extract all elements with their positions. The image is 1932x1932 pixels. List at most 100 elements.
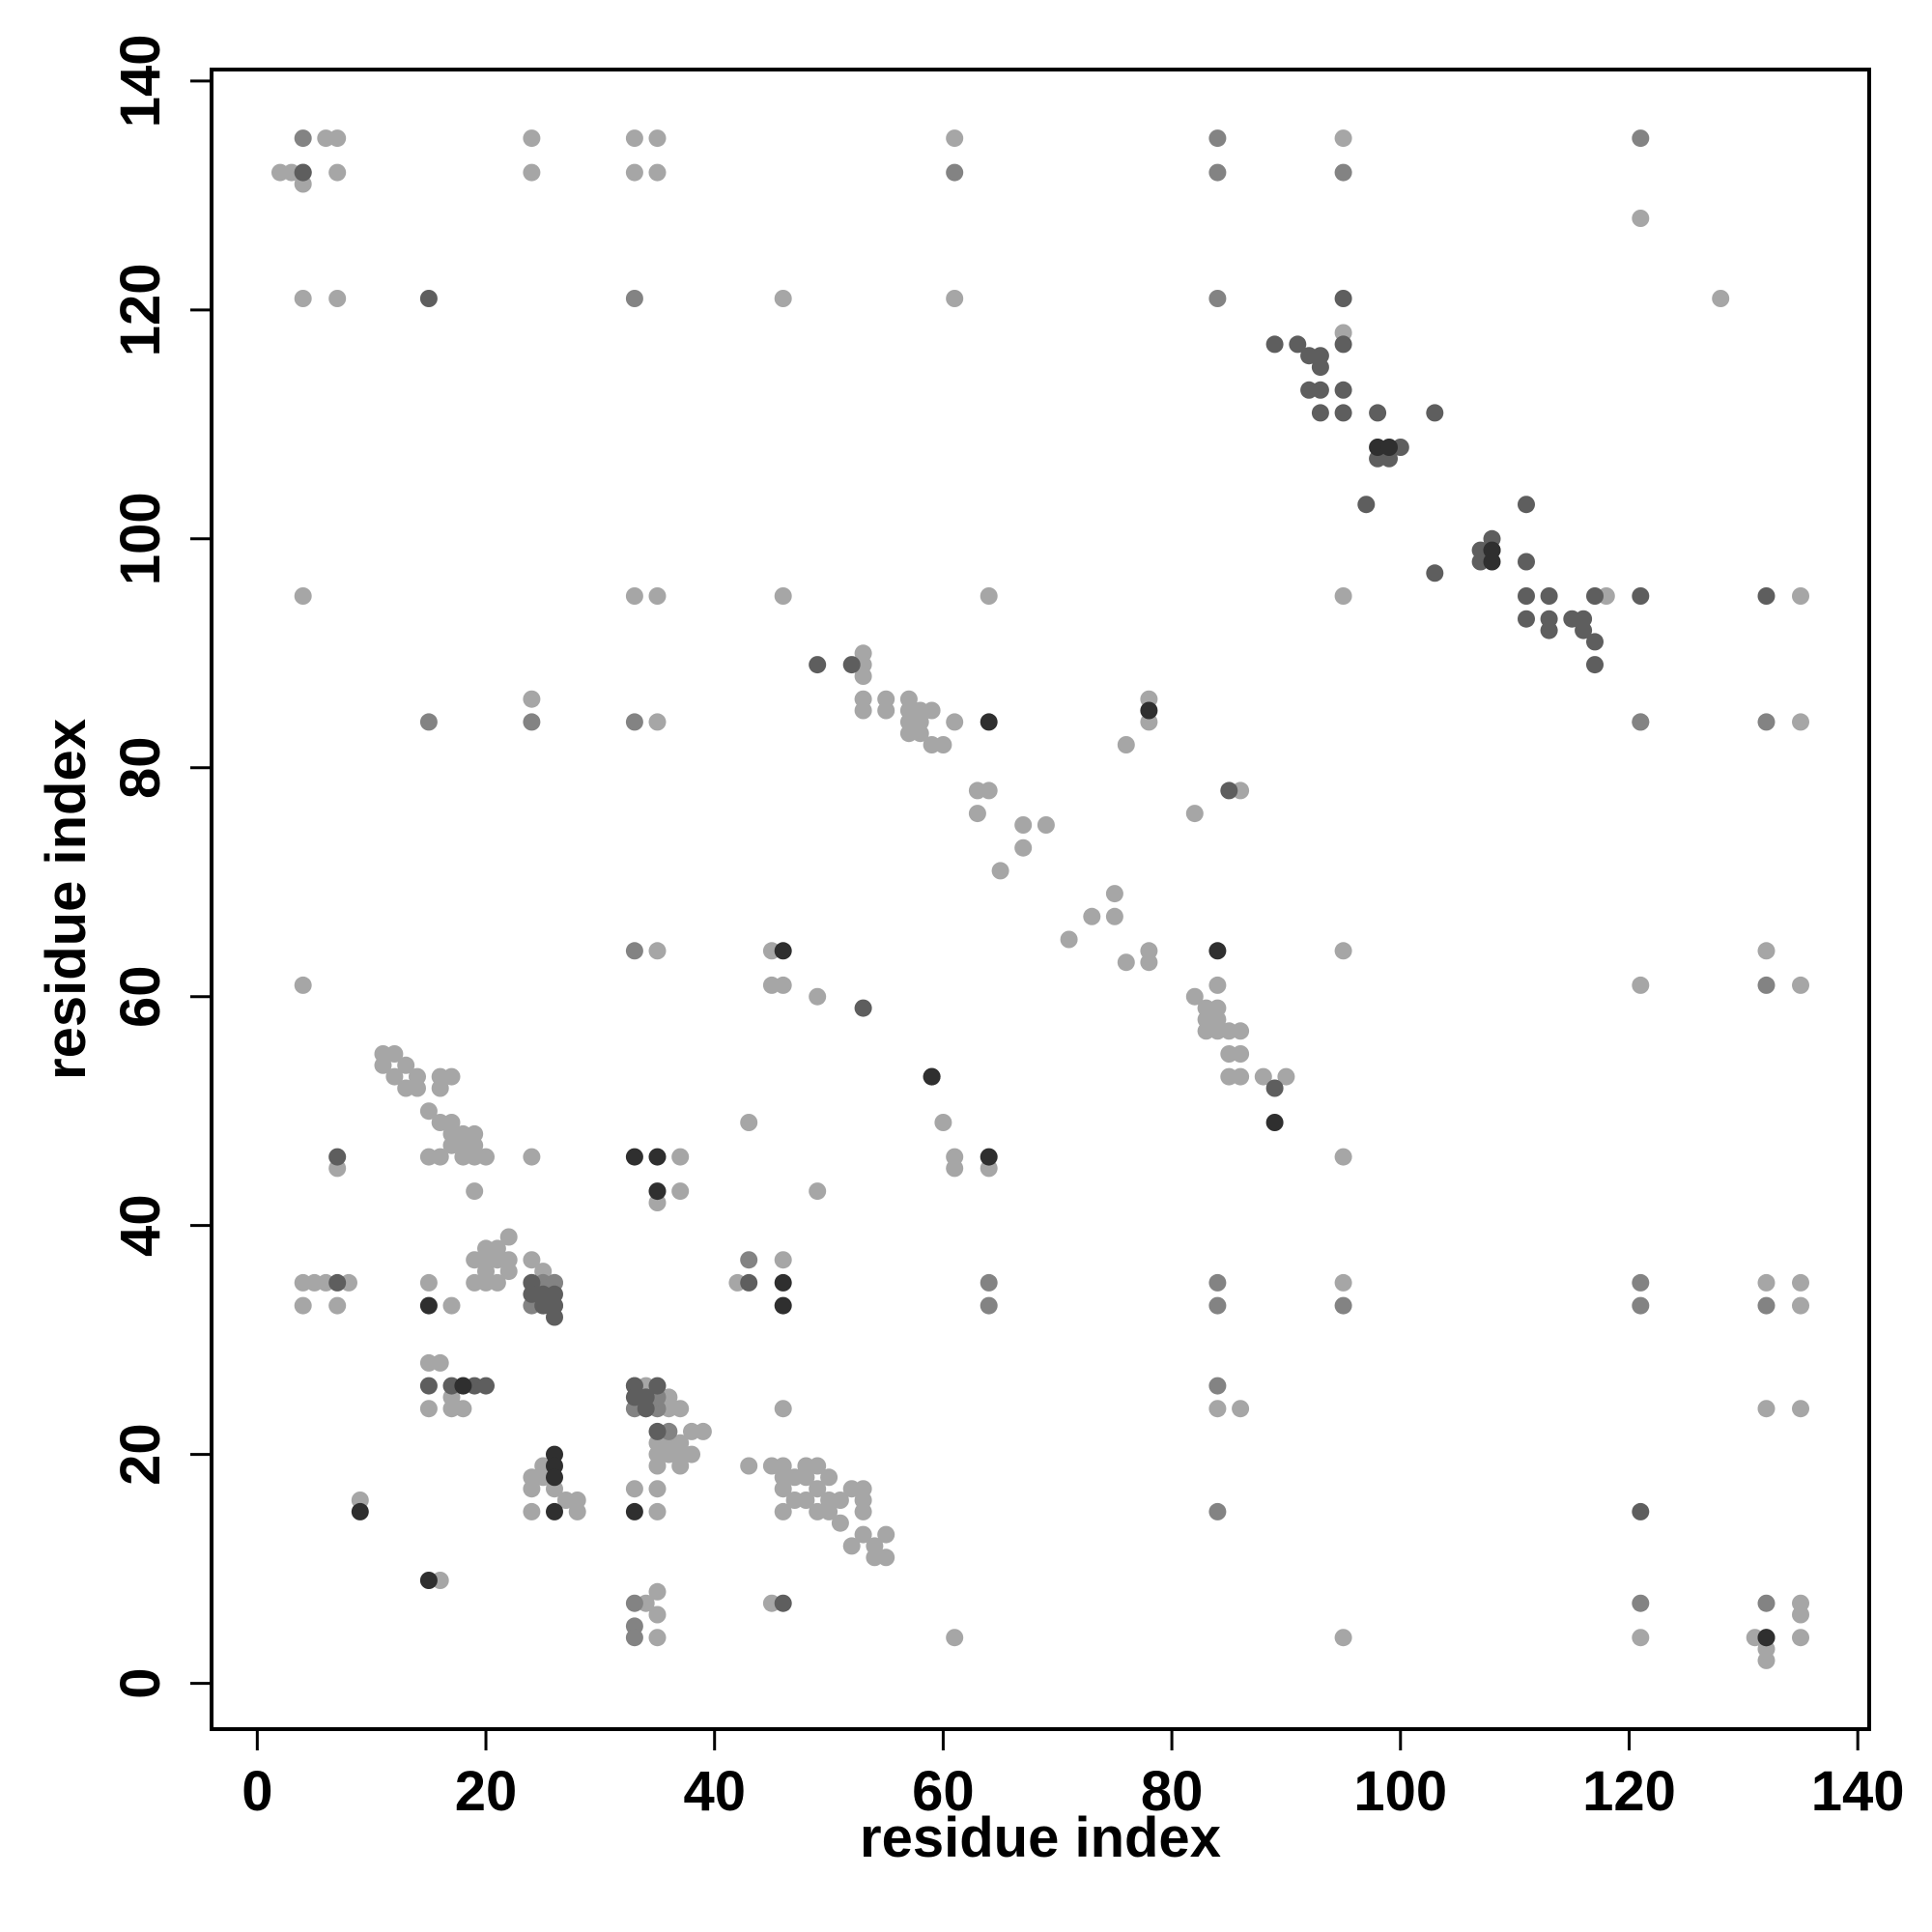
- contact-point-light: [648, 163, 667, 182]
- contact-point-light: [877, 1548, 895, 1567]
- contact-point-darkest: [546, 1502, 563, 1520]
- contact-point-light: [328, 290, 347, 307]
- contact-point-light: [419, 1273, 438, 1292]
- contact-point-light: [1208, 1400, 1227, 1418]
- contact-point-darkest: [1265, 1114, 1284, 1131]
- contact-point-light: [1792, 1273, 1809, 1292]
- y-tick-label: 60: [109, 965, 172, 1028]
- contact-point-light: [1632, 976, 1650, 994]
- contact-point-light: [419, 1400, 438, 1418]
- contact-point-dark: [740, 1273, 758, 1292]
- contact-point-dark: [1586, 656, 1604, 674]
- contact-point-medium: [1757, 976, 1776, 994]
- contact-point-light: [774, 1400, 792, 1418]
- contact-point-light: [1792, 1629, 1809, 1647]
- contact-point-light: [625, 587, 643, 605]
- contact-point-dark: [1369, 404, 1387, 422]
- contact-point-light: [671, 1182, 690, 1201]
- contact-point-darkest: [648, 1182, 667, 1201]
- contact-point-dark: [1334, 290, 1352, 307]
- contact-point-dark: [1311, 358, 1329, 377]
- x-tick-label: 140: [1811, 1760, 1905, 1823]
- contact-point-darkest: [648, 1148, 667, 1166]
- contact-point-medium: [294, 129, 312, 148]
- contact-point-darkest: [1483, 553, 1501, 571]
- contact-point-light: [648, 942, 667, 960]
- contact-point-light: [774, 976, 792, 994]
- contact-point-dark: [1586, 587, 1604, 605]
- contact-point-light: [842, 1537, 861, 1555]
- contact-point-light: [980, 781, 998, 800]
- y-tick-label: 140: [109, 34, 172, 128]
- contact-point-medium: [523, 713, 541, 731]
- contact-point-dark: [1289, 335, 1307, 354]
- x-axis: 0 20 40 60 80 100 120 140: [242, 1729, 1905, 1823]
- x-tick-label: 20: [455, 1760, 518, 1823]
- contact-point-medium: [1208, 1377, 1227, 1395]
- y-tick-label: 20: [109, 1423, 172, 1486]
- contact-point-light: [648, 587, 667, 605]
- contact-point-light: [1254, 1067, 1272, 1086]
- contact-point-light: [568, 1502, 586, 1520]
- contact-point-light: [1334, 1148, 1352, 1166]
- contact-point-light: [488, 1239, 506, 1258]
- contact-point-medium: [1208, 1273, 1227, 1292]
- contact-point-light: [397, 1056, 415, 1074]
- contact-point-light: [523, 1480, 541, 1498]
- contact-point-light: [1037, 816, 1055, 834]
- contact-point-light: [831, 1514, 849, 1532]
- contact-point-dark: [1632, 587, 1650, 605]
- contact-point-light: [968, 805, 986, 823]
- contact-point-light: [523, 1502, 541, 1520]
- contact-point-light: [820, 1468, 838, 1487]
- contact-point-darkest: [454, 1377, 472, 1395]
- contact-point-dark: [546, 1308, 563, 1326]
- contact-point-light: [1185, 987, 1204, 1006]
- contact-point-darkest: [1757, 1629, 1776, 1647]
- contact-point-dark: [1540, 621, 1558, 639]
- contact-point-dark: [1575, 621, 1593, 639]
- contact-point-light: [1334, 942, 1352, 960]
- contact-point-light: [831, 1492, 849, 1509]
- x-tick-label: 40: [683, 1760, 746, 1823]
- contact-point-light: [466, 1124, 484, 1143]
- contact-point-medium: [946, 163, 964, 182]
- contact-point-light: [946, 1629, 964, 1647]
- contact-point-light: [523, 1148, 541, 1166]
- contact-point-light: [934, 736, 952, 753]
- contact-point-dark: [1426, 564, 1444, 582]
- contact-point-dark: [1334, 335, 1352, 354]
- contact-point-light: [671, 1400, 690, 1418]
- contact-point-light: [1792, 976, 1809, 994]
- y-axis-title: residue index: [35, 719, 98, 1080]
- contact-point-light: [991, 862, 1009, 880]
- contact-point-light: [294, 976, 312, 994]
- contact-point-light: [923, 701, 941, 720]
- contact-point-dark: [1518, 496, 1535, 514]
- contact-point-light: [1117, 736, 1135, 753]
- contact-point-light: [1277, 1067, 1295, 1086]
- contact-point-light: [648, 129, 667, 148]
- contact-point-dark: [1311, 404, 1329, 422]
- contact-point-light: [328, 163, 347, 182]
- contact-point-light: [946, 290, 964, 307]
- contact-point-dark: [774, 1594, 792, 1612]
- contact-point-light: [1117, 953, 1135, 972]
- contact-point-light: [809, 987, 827, 1006]
- contact-point-light: [1185, 805, 1204, 823]
- contact-point-dark: [294, 163, 312, 182]
- contact-point-light: [648, 1582, 667, 1601]
- x-tick-label: 80: [1141, 1760, 1204, 1823]
- contact-point-light: [1014, 838, 1033, 857]
- contact-point-light: [1792, 1296, 1809, 1315]
- contact-point-light: [1232, 1400, 1250, 1418]
- contact-point-medium: [625, 290, 643, 307]
- y-tick-label: 80: [109, 736, 172, 799]
- contact-point-light: [442, 1114, 461, 1131]
- contact-point-medium: [1632, 1273, 1650, 1292]
- contact-point-light: [523, 1251, 541, 1269]
- contact-point-light: [499, 1228, 518, 1246]
- contact-point-dark: [419, 1377, 438, 1395]
- contact-point-darkest: [419, 1572, 438, 1589]
